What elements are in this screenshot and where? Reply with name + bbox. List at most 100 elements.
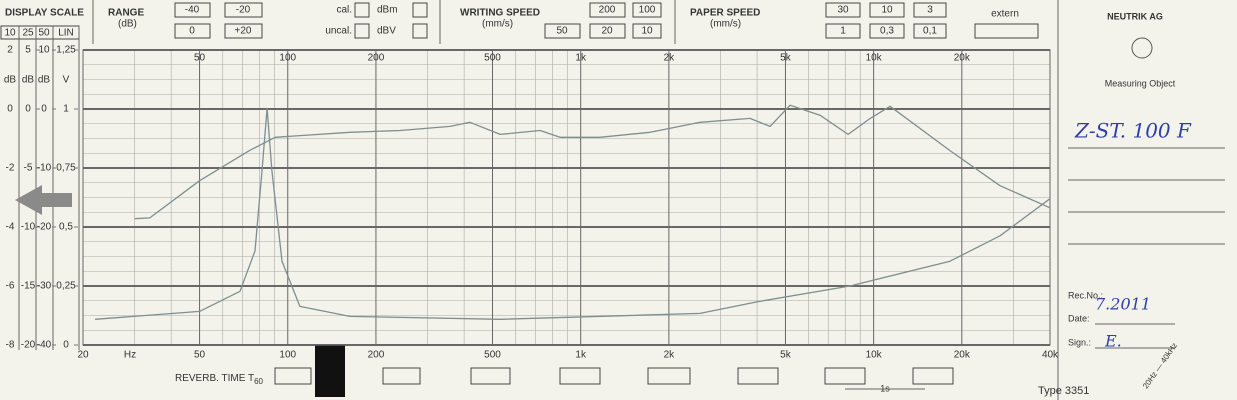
speed-option: 10 — [881, 5, 893, 16]
reverb-box — [559, 367, 601, 385]
option-box — [589, 2, 626, 18]
option-box — [174, 23, 211, 39]
y-tick-label: 0 — [25, 104, 31, 115]
speed-option: 20 — [601, 26, 613, 37]
rec-no-value: 7.2011 — [1095, 295, 1151, 314]
level-label: dBm — [377, 5, 398, 16]
y-tick-label: 0 — [63, 340, 69, 351]
y-tick-label: 0,25 — [56, 281, 76, 292]
reverb-box — [912, 367, 954, 385]
x-tick-label-top: 5k — [780, 53, 792, 64]
x-tick-label-top: 2k — [664, 53, 676, 64]
reverb-box — [737, 367, 779, 385]
option-box — [869, 2, 905, 18]
range-option: 0 — [189, 26, 195, 37]
brand: NEUTRIK AG — [1107, 11, 1163, 21]
y-tick-label: 0 — [7, 104, 13, 115]
x-tick-label: 500 — [484, 350, 501, 361]
x-tick-label: 2k — [664, 350, 676, 361]
reverb-box — [647, 367, 691, 385]
y-tick-label: -8 — [6, 340, 15, 351]
y-tick-label: 0 — [41, 104, 47, 115]
x-tick-label-top: 1k — [575, 53, 587, 64]
option-box — [544, 23, 581, 39]
x-unit: Hz — [124, 350, 136, 361]
scale-unit: V — [63, 75, 70, 86]
y-tick-label: 1 — [63, 104, 69, 115]
reverb-box — [382, 367, 421, 385]
speed-option: 200 — [599, 5, 616, 16]
x-tick-label: 20k — [954, 350, 971, 361]
y-tick-label: 0,75 — [56, 163, 76, 174]
x-tick-label: 100 — [279, 350, 296, 361]
writing-speed-title: WRITING SPEED — [460, 8, 540, 19]
option-box — [974, 23, 1039, 39]
logo — [1131, 37, 1153, 59]
x-tick-label: 20 — [77, 350, 89, 361]
x-tick-label-top: 10k — [866, 53, 883, 64]
plot: 10dB-8-6-4-20225dB-20-15-10-50550dB-40-3… — [4, 28, 1059, 361]
arrow — [15, 185, 72, 215]
rec-no-label: Rec.No.: — [1068, 290, 1103, 300]
y-tick-label: -20 — [21, 340, 36, 351]
option-box — [632, 23, 662, 39]
y-tick-label: -6 — [6, 281, 15, 292]
measuring-object-label: Measuring Object — [1105, 78, 1176, 88]
scale-header: 10 — [4, 28, 16, 39]
speed-option: 100 — [639, 5, 656, 16]
option-box — [869, 23, 905, 39]
option-box — [913, 23, 947, 39]
speed-option: 10 — [641, 26, 653, 37]
speed-option: 50 — [556, 26, 568, 37]
y-tick-label: -15 — [21, 281, 36, 292]
option-box — [825, 23, 861, 39]
x-tick-label-top: 500 — [484, 53, 501, 64]
range-option: -40 — [185, 5, 200, 16]
x-tick-label-top: 100 — [279, 53, 296, 64]
writing-speed-unit: (mm/s) — [482, 19, 513, 30]
speed-option: 1 — [840, 26, 846, 37]
speed-option: 0,3 — [880, 26, 894, 37]
check-box — [412, 23, 428, 39]
option-box — [224, 23, 263, 39]
y-tick-label: -10 — [37, 163, 52, 174]
scale-header: 50 — [38, 28, 50, 39]
y-tick-label: 0,5 — [59, 222, 73, 233]
option-box — [174, 2, 211, 18]
reverb-box — [470, 367, 511, 385]
option-box — [224, 2, 263, 18]
curve — [134, 104, 1051, 220]
x-tick-label-top: 20k — [954, 53, 971, 64]
y-tick-label: 2 — [7, 45, 13, 56]
reverb-label: REVERB. TIME T60 — [175, 373, 264, 386]
y-tick-label: 10 — [38, 45, 50, 56]
option-box — [589, 23, 626, 39]
option-box — [825, 2, 861, 18]
option-box — [913, 2, 947, 18]
x-tick-label: 200 — [368, 350, 385, 361]
y-tick-label: -4 — [6, 222, 15, 233]
y-tick-label: -10 — [21, 222, 36, 233]
reverb-box — [274, 367, 312, 385]
y-tick-label: 5 — [25, 45, 31, 56]
x-tick-label-top: 50 — [194, 53, 206, 64]
y-tick-label: -40 — [37, 340, 52, 351]
reverb-sub: 60 — [254, 377, 263, 386]
range-title: RANGE — [108, 8, 144, 19]
range-option: +20 — [235, 26, 252, 37]
scale-unit: dB — [38, 75, 51, 86]
x-tick-label: 1k — [575, 350, 587, 361]
range-option: -20 — [236, 5, 251, 16]
y-tick-label: 1,25 — [56, 45, 76, 56]
check-box — [354, 23, 370, 39]
y-tick-label: -5 — [24, 163, 33, 174]
display-scale-title: DISPLAY SCALE — [5, 8, 84, 19]
x-tick-label: 50 — [194, 350, 206, 361]
speed-option: 3 — [927, 5, 933, 16]
y-tick-label: -20 — [37, 222, 52, 233]
sign-value: E. — [1104, 332, 1122, 351]
option-box — [632, 2, 662, 18]
y-tick-label: -30 — [37, 281, 52, 292]
speed-option: 30 — [837, 5, 849, 16]
